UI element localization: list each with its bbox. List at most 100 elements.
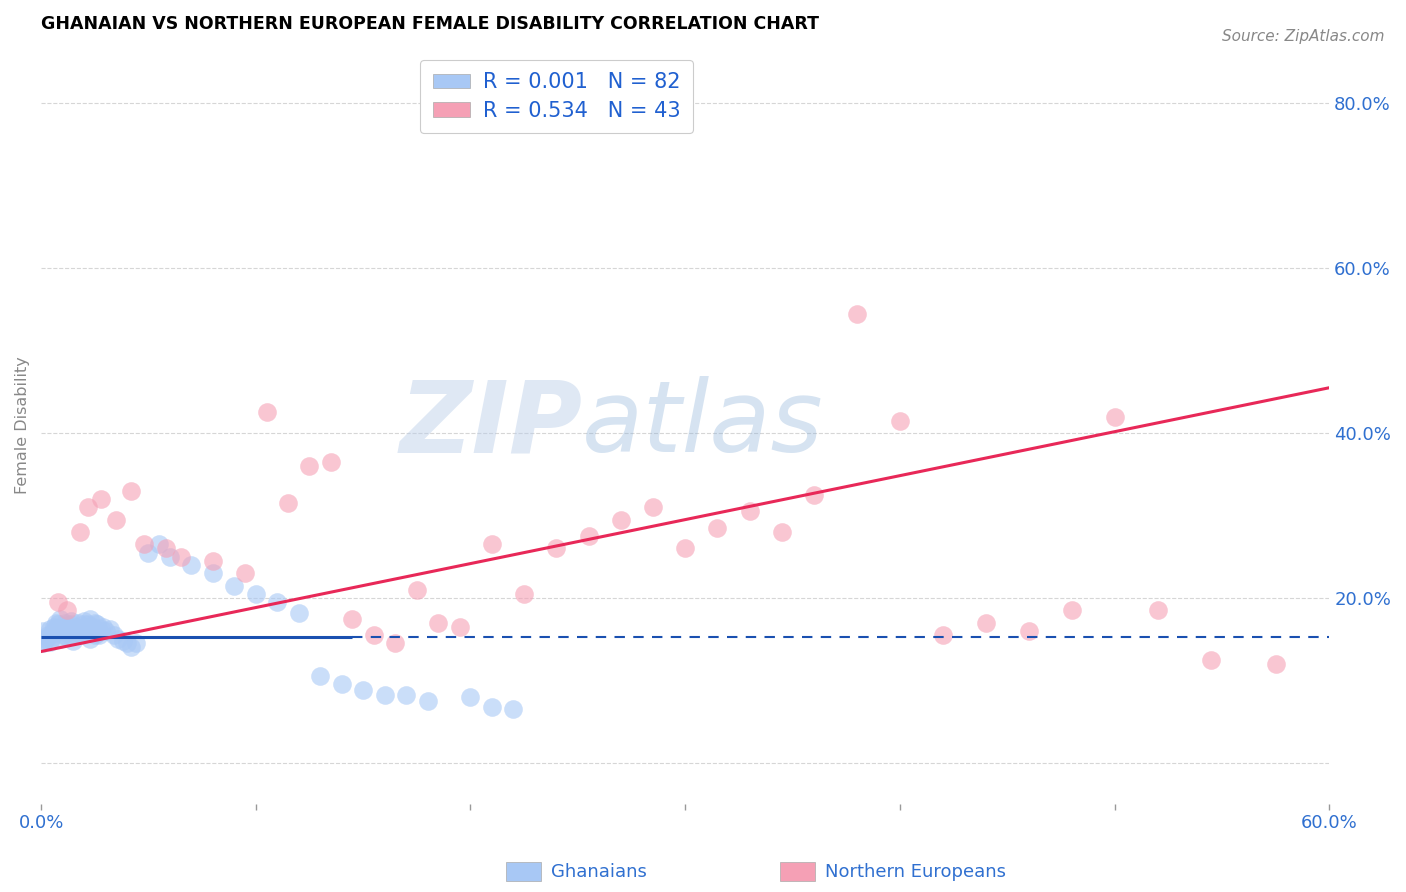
- Point: [974, 615, 997, 630]
- Point: [845, 307, 868, 321]
- Point: [416, 694, 439, 708]
- Point: [115, 636, 138, 650]
- Point: [86, 625, 108, 640]
- Point: [180, 558, 202, 572]
- Point: [1104, 409, 1126, 424]
- Text: Northern Europeans: Northern Europeans: [825, 863, 1007, 881]
- Point: [1060, 603, 1083, 617]
- Point: [77, 617, 100, 632]
- Point: [58, 620, 80, 634]
- Point: [38, 622, 60, 636]
- Point: [298, 458, 321, 473]
- Point: [932, 628, 955, 642]
- Point: [90, 622, 112, 636]
- Point: [1018, 624, 1040, 638]
- Point: [111, 633, 134, 648]
- Point: [405, 582, 427, 597]
- Text: atlas: atlas: [582, 376, 824, 474]
- Point: [513, 587, 536, 601]
- Point: [37, 628, 59, 642]
- Point: [90, 491, 112, 506]
- Point: [481, 537, 503, 551]
- Point: [309, 669, 332, 683]
- Point: [87, 624, 110, 638]
- Point: [69, 622, 91, 636]
- Point: [641, 500, 664, 515]
- Point: [93, 620, 115, 634]
- Point: [77, 500, 100, 515]
- Point: [56, 603, 79, 617]
- Point: [201, 566, 224, 581]
- Point: [706, 521, 728, 535]
- Point: [83, 628, 105, 642]
- Point: [384, 636, 406, 650]
- Point: [46, 595, 69, 609]
- Point: [330, 677, 353, 691]
- Point: [770, 524, 793, 539]
- Text: GHANAIAN VS NORTHERN EUROPEAN FEMALE DISABILITY CORRELATION CHART: GHANAIAN VS NORTHERN EUROPEAN FEMALE DIS…: [41, 15, 820, 33]
- Point: [70, 624, 93, 638]
- Point: [1199, 653, 1222, 667]
- Point: [107, 632, 129, 647]
- Point: [45, 622, 67, 636]
- Point: [87, 628, 110, 642]
- Point: [266, 595, 288, 609]
- Point: [56, 625, 79, 640]
- Point: [45, 615, 67, 630]
- Point: [52, 622, 75, 636]
- Legend: R = 0.001   N = 82, R = 0.534   N = 43: R = 0.001 N = 82, R = 0.534 N = 43: [420, 60, 693, 133]
- Point: [201, 554, 224, 568]
- Point: [65, 620, 87, 634]
- Point: [53, 615, 76, 630]
- Point: [481, 699, 503, 714]
- Text: ZIP: ZIP: [399, 376, 582, 474]
- Point: [105, 513, 128, 527]
- Point: [60, 617, 83, 632]
- Text: Ghanaians: Ghanaians: [551, 863, 647, 881]
- Point: [245, 587, 267, 601]
- Point: [53, 620, 76, 634]
- Point: [70, 628, 93, 642]
- Point: [427, 615, 450, 630]
- Point: [342, 611, 364, 625]
- Point: [120, 640, 142, 655]
- Point: [319, 455, 342, 469]
- Point: [73, 614, 96, 628]
- Point: [32, 624, 55, 638]
- Point: [41, 625, 63, 640]
- Point: [52, 628, 75, 642]
- Point: [62, 633, 84, 648]
- Point: [42, 620, 65, 634]
- Point: [49, 632, 72, 647]
- Point: [73, 617, 96, 632]
- Point: [56, 630, 79, 644]
- Point: [46, 624, 69, 638]
- Point: [889, 414, 911, 428]
- Point: [42, 626, 65, 640]
- Point: [460, 690, 482, 704]
- Point: [79, 611, 101, 625]
- Point: [60, 614, 83, 628]
- Point: [155, 541, 177, 556]
- Point: [75, 620, 97, 634]
- Point: [46, 617, 69, 632]
- Point: [82, 622, 104, 636]
- Point: [34, 633, 56, 648]
- Point: [449, 620, 471, 634]
- Point: [352, 683, 374, 698]
- Point: [169, 549, 191, 564]
- Point: [103, 628, 125, 642]
- Point: [66, 625, 89, 640]
- Point: [124, 636, 146, 650]
- Point: [86, 617, 108, 632]
- Point: [134, 537, 156, 551]
- Point: [673, 541, 696, 556]
- Point: [578, 529, 600, 543]
- Point: [62, 628, 84, 642]
- Point: [395, 688, 418, 702]
- Point: [58, 624, 80, 638]
- Point: [502, 702, 524, 716]
- Point: [65, 622, 87, 636]
- Point: [610, 513, 633, 527]
- Point: [256, 405, 278, 419]
